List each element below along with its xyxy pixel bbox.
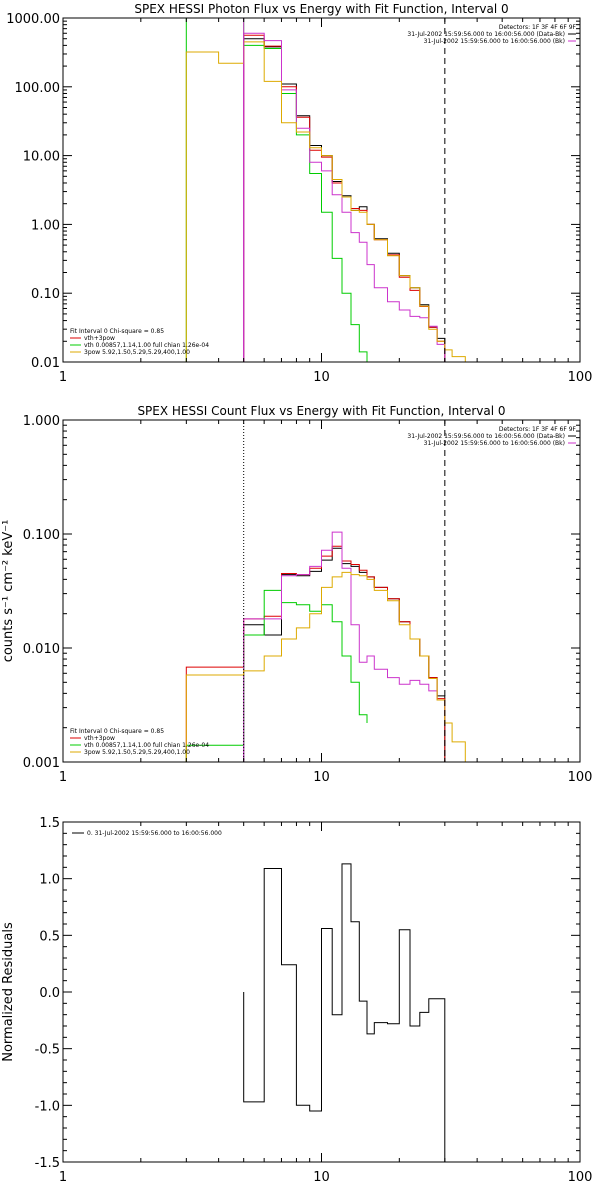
y-tick-label: -1.5 [35, 1156, 60, 1171]
y-tick-label: 0.100 [23, 528, 60, 543]
series-line-4 [185, 41, 466, 362]
legend-entry: 31-Jul-2002 15:59:56.000 to 16:00:56.000… [424, 38, 565, 45]
series-line-4 [185, 571, 466, 762]
legend-entry: Fit Interval 0 Chi-square = 0.85 [70, 728, 164, 735]
y-tick-label: 0.01 [31, 356, 60, 371]
legend-entry: 0. 31-Jul-2002 15:59:56.000 to 16:00:56.… [87, 830, 222, 837]
y-tick-label: 10.00 [23, 150, 60, 165]
y-tick-label: 0.5 [39, 929, 60, 944]
series-line-3 [243, 32, 446, 362]
legend-entry: 3pow 5.92,1.50,5.29,5.29,400,1.00 [84, 349, 190, 356]
y-tick-label: 1.0 [39, 873, 60, 888]
y-axis-label: Normalized Residuals [1, 922, 16, 1062]
x-tick-label: 10 [313, 770, 330, 785]
chart-title: SPEX HESSI Photon Flux vs Energy with Fi… [134, 2, 508, 16]
chart-title: SPEX HESSI Count Flux vs Energy with Fit… [137, 404, 505, 418]
x-tick-label: 10 [313, 370, 330, 385]
x-tick-label: 1 [59, 370, 67, 385]
y-tick-label: 1.5 [39, 816, 60, 831]
y-tick-label: -0.5 [35, 1043, 60, 1058]
legend-entry: 31-Jul-2002 15:59:56.000 to 16:00:56.000… [407, 31, 565, 38]
legend-entry: vth 0.00857,1.14,1.00 full chian 1.26e-0… [84, 342, 209, 349]
x-tick-label: 1 [59, 1170, 67, 1185]
y-tick-label: 1000.00 [6, 12, 60, 27]
series-line-1 [243, 34, 446, 362]
series-group [243, 863, 446, 1162]
y-tick-label: 1.00 [31, 218, 60, 233]
count-flux-panel: SPEX HESSI Count Flux vs Energy with Fit… [1, 404, 592, 785]
legend-entry: Detectors: 1F 3F 4F 6F 9F [499, 426, 577, 433]
legend-entry: vth+3pow [84, 735, 115, 742]
y-tick-label: 100.00 [15, 81, 61, 96]
x-tick-label: 100 [568, 370, 593, 385]
series-line-0 [243, 38, 446, 362]
y-axis-label: counts s⁻¹ cm⁻² keV⁻¹ [1, 520, 16, 663]
legend-entry: Fit Interval 0 Chi-square = 0.85 [70, 328, 164, 335]
x-tick-label: 100 [568, 1170, 593, 1185]
y-tick-label: 1.000 [23, 414, 60, 429]
y-tick-label: 0.10 [31, 287, 60, 302]
x-tick-label: 100 [568, 770, 593, 785]
series-line-2 [185, 589, 368, 762]
series-line-1 [185, 545, 446, 762]
series-group [185, 18, 466, 362]
legend-entry: 31-Jul-2002 15:59:56.000 to 16:00:56.000… [424, 440, 565, 447]
y-tick-label: 0.010 [23, 642, 60, 657]
series-line-2 [185, 18, 375, 362]
legend-entry: 3pow 5.92,1.50,5.29,5.29,400,1.00 [84, 749, 190, 756]
x-tick-label: 10 [313, 1170, 330, 1185]
legend-entry: Detectors: 1F 3F 4F 6F 9F [499, 24, 577, 31]
x-tick-label: 1 [59, 770, 67, 785]
y-tick-label: 0.001 [23, 756, 60, 771]
series-line-3 [243, 531, 446, 762]
legend-entry: vth+3pow [84, 335, 115, 342]
photon-flux-panel: SPEX HESSI Photon Flux vs Energy with Fi… [6, 2, 592, 385]
series-line-0 [243, 863, 446, 1162]
legend-entry: vth 0.00857,1.14,1.00 full chian 1.26e-0… [84, 742, 209, 749]
series-group [185, 531, 466, 762]
series-line-0 [243, 547, 446, 762]
y-tick-label: -1.0 [35, 1099, 60, 1114]
residuals-panel: Normalized Residuals 1 10 100 1.5 1.0 0.5 0.0 -0… [1, 816, 592, 1185]
y-tick-label: 0.0 [39, 986, 60, 1001]
legend-entry: 31-Jul-2002 15:59:56.000 to 16:00:56.000… [407, 433, 565, 440]
